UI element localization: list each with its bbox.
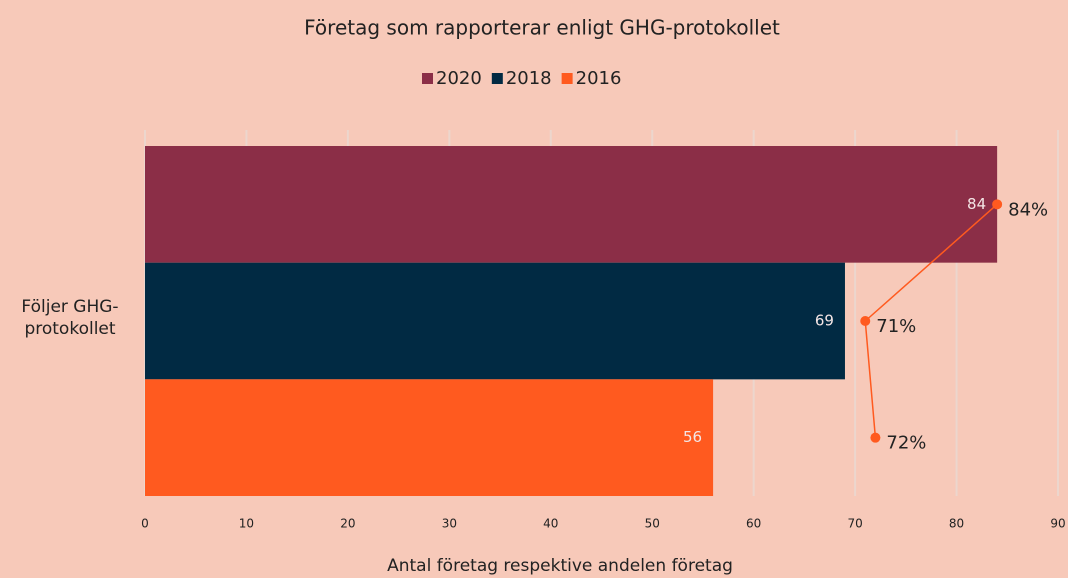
chart-title: Företag som rapporterar enligt GHG-proto… <box>304 16 780 40</box>
bar <box>145 379 714 496</box>
x-tick-label: 60 <box>746 517 761 531</box>
x-tick-label: 30 <box>442 517 457 531</box>
category-label: Följer GHG-protokollet <box>21 297 119 339</box>
legend-swatch <box>561 73 573 84</box>
legend-label: 2020 <box>436 68 482 89</box>
percent-point <box>870 432 881 443</box>
percent-label: 72% <box>886 433 926 454</box>
bar-value-label: 69 <box>815 312 834 330</box>
x-tick-label: 0 <box>141 517 149 531</box>
x-tick-label: 80 <box>949 517 964 531</box>
x-axis-label: Antal företag respektive andelen företag <box>387 556 733 576</box>
bar-value-label: 84 <box>967 195 986 213</box>
bar-value-label: 56 <box>683 428 702 446</box>
percent-label: 71% <box>876 316 916 337</box>
x-tick-label: 10 <box>239 517 254 531</box>
bar <box>145 146 998 263</box>
percent-point <box>860 316 871 326</box>
legend-swatch <box>422 73 433 84</box>
percent-point <box>992 199 1003 210</box>
x-tick-label: 70 <box>847 517 862 531</box>
legend-label: 2016 <box>576 68 622 89</box>
legend-label: 2018 <box>506 68 552 89</box>
x-tick-label: 90 <box>1050 517 1065 531</box>
percent-label: 84% <box>1008 199 1048 220</box>
x-tick-label: 40 <box>543 517 558 531</box>
bar <box>145 262 845 380</box>
x-tick-label: 20 <box>340 517 355 531</box>
legend-swatch <box>491 73 503 84</box>
x-tick-label: 50 <box>645 517 660 531</box>
